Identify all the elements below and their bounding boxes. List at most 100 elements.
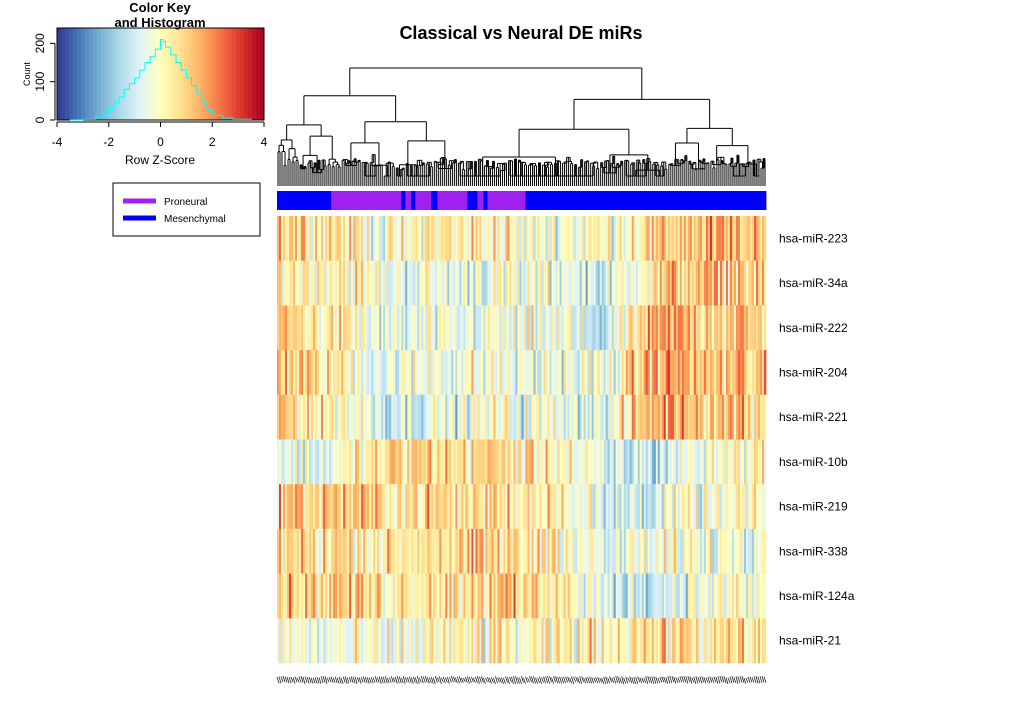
column-label [673,676,677,684]
heatmap-cell [475,573,478,619]
heatmap-cell [503,305,506,351]
heatmap-cell [409,350,412,396]
heatmap-cell [387,305,390,351]
heatmap-cell [489,484,492,530]
heatmap-cell [535,528,538,574]
heatmap-cell [719,305,723,351]
column-label [410,677,414,684]
heatmap-cell [511,573,514,619]
heatmap-cell [385,573,388,619]
heatmap-cell [747,350,751,396]
heatmap-cell [407,573,410,619]
heatmap-cell [331,528,334,574]
heatmap-cell [503,484,506,530]
heatmap-cell [363,260,366,306]
heatmap-cell [615,216,619,261]
heatmap-cell [593,618,597,664]
heatmap-cell [449,260,452,306]
heatmap-cell [463,484,466,530]
heatmap-cell [593,350,597,396]
column-label [561,676,564,684]
heatmap-cell [595,439,599,485]
heatmap-cell [357,394,360,440]
heatmap-cell [283,484,286,530]
heatmap-cell [551,350,554,396]
heatmap-cell [475,484,478,530]
column-label [448,676,452,683]
heatmap-cell [391,216,394,261]
heatmap-cell [763,350,767,396]
heatmap-cell [565,528,568,574]
heatmap-cell [623,216,627,261]
heatmap-cell [537,439,540,485]
heatmap-cell [395,350,398,396]
heatmap-cell [349,528,352,574]
heatmap-cell [423,260,426,306]
heatmap-cell [411,528,414,574]
heatmap-cell [753,528,757,574]
heatmap-cell [279,573,282,619]
heatmap-cell [471,618,474,664]
heatmap-cell [439,350,442,396]
heatmap-cell [635,305,639,351]
column-label [336,677,340,684]
heatmap-cell [445,439,448,485]
heatmap-cell [569,350,572,396]
heatmap-cell [469,528,472,574]
heatmap-cell [377,216,380,261]
heatmap-cell [601,528,605,574]
heatmap-cell [615,573,619,619]
heatmap-cell [621,573,625,619]
heatmap-cell [407,350,410,396]
heatmap-cell [643,484,647,530]
column-label [683,675,687,683]
heatmap-cell [493,484,496,530]
heatmap-cell [571,350,574,396]
heatmap-cell [631,394,635,440]
heatmap-cell [649,350,653,396]
heatmap-cell [743,484,747,530]
heatmap-cell [711,216,715,261]
heatmap-cell [685,216,689,261]
heatmap-cell [295,573,298,619]
heatmap-cell [655,618,659,664]
heatmap-cell [547,394,550,440]
heatmap-cell [397,216,400,261]
heatmap-cell [643,618,647,664]
heatmap-cell [567,216,570,261]
heatmap-cell [345,216,348,261]
color-key-band [168,28,173,120]
column-label [294,676,298,683]
heatmap-cell [411,484,414,530]
heatmap-cell [305,260,308,306]
heatmap-cell [627,439,631,485]
heatmap-cell [477,439,480,485]
heatmap-cell [603,394,607,440]
heatmap-cell [295,528,298,574]
heatmap-cell [593,216,597,261]
heatmap-cell [435,484,438,530]
heatmap-cell [505,618,508,664]
heatmap-cell [331,439,334,485]
column-label [575,676,578,683]
heatmap-cell [699,439,703,485]
heatmap-cell [645,528,649,574]
heatmap-cell [353,528,356,574]
heatmap-cell [723,528,727,574]
heatmap-cell [455,305,458,351]
heatmap-cell [293,528,296,574]
heatmap-cell [487,618,490,664]
heatmap-cell [401,216,404,261]
heatmap-cell [555,439,558,485]
heatmap-cell [289,484,292,530]
column-label [757,676,761,684]
heatmap-cell [405,305,408,351]
row-label: hsa-miR-21 [779,634,841,648]
heatmap-cell [487,573,490,619]
heatmap-cell [689,394,693,440]
heatmap-cell [709,394,713,440]
column-label [713,676,717,683]
column-label [400,677,404,684]
column-label [653,676,657,684]
heatmap-cell [331,484,334,530]
